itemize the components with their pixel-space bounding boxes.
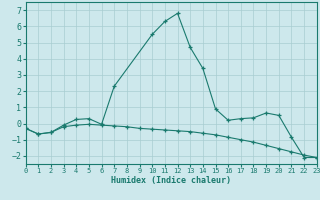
X-axis label: Humidex (Indice chaleur): Humidex (Indice chaleur) (111, 176, 231, 185)
